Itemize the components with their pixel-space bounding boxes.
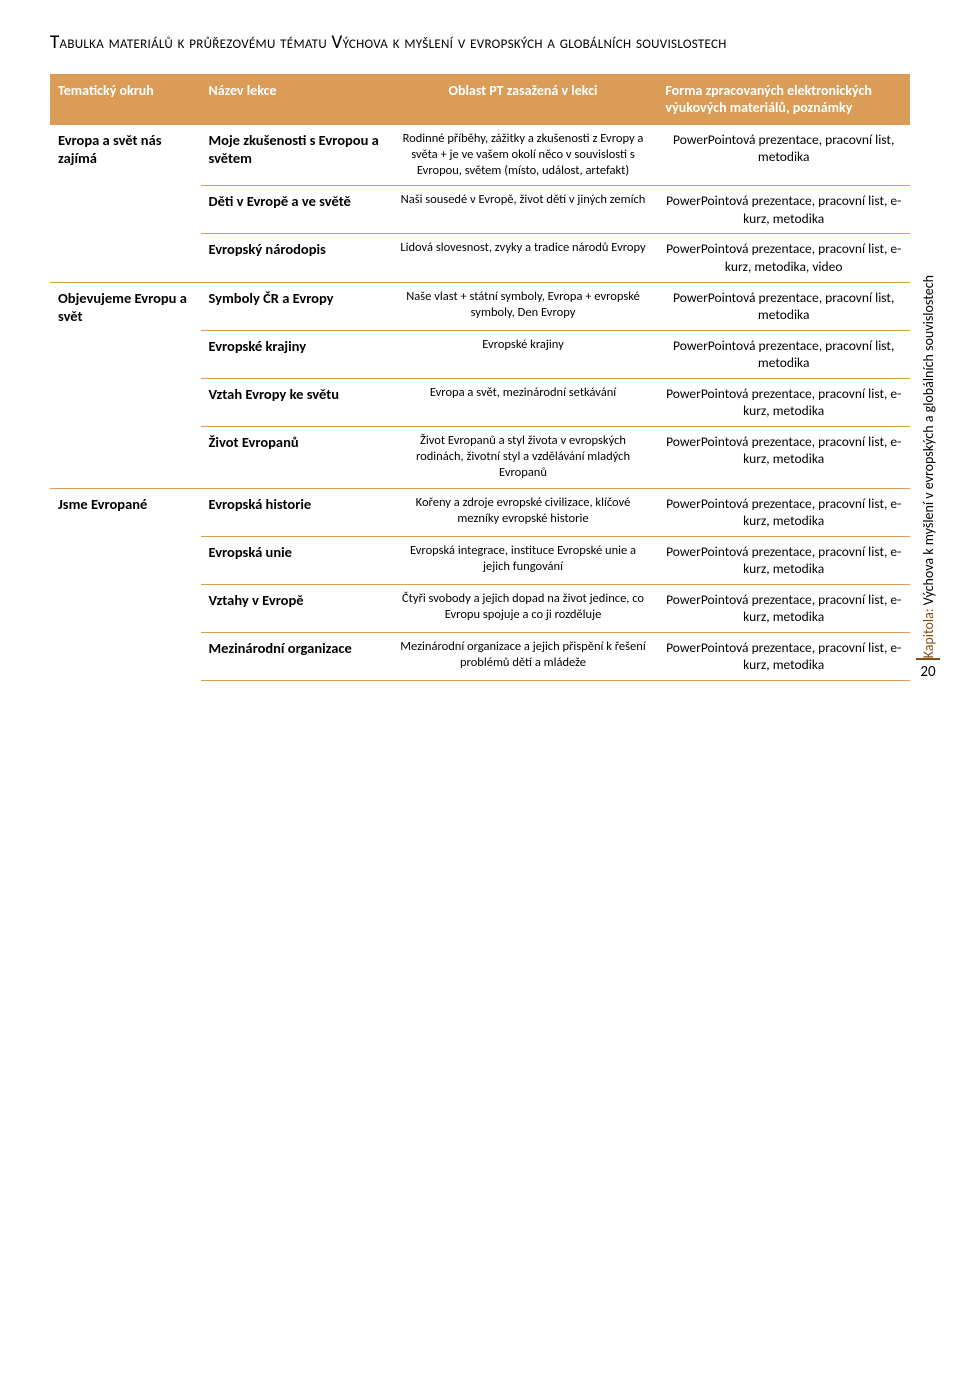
cell-okruh: Evropa a svět nás zajímá [50,125,201,282]
page-number: 20 [916,658,940,681]
cell-lekce: Evropské krajiny [201,330,389,378]
side-column: Kapitola: Výchova k myšlení v evropských… [914,0,942,701]
chapter-prefix: Kapitola: [920,608,937,658]
col-okruh: Tematický okruh [50,74,201,125]
cell-lekce: Symboly ČR a Evropy [201,282,389,330]
cell-okruh: Objevujeme Evropu a svět [50,282,201,488]
cell-oblast: Život Evropanů a styl života v evropskýc… [389,426,658,488]
cell-lekce: Mezinárodní organizace [201,632,389,680]
cell-oblast: Mezinárodní organizace a jejich přispění… [389,632,658,680]
cell-lekce: Evropský národopis [201,234,389,282]
chapter-label: Kapitola: Výchova k myšlení v evropských… [920,269,937,658]
cell-forma: PowerPointová prezentace, pracovní list,… [657,125,910,186]
cell-forma: PowerPointová prezentace, pracovní list,… [657,536,910,584]
table-row: Jsme EvropanéEvropská historieKořeny a z… [50,488,910,536]
cell-lekce: Děti v Evropě a ve světě [201,186,389,234]
table-row: Objevujeme Evropu a světSymboly ČR a Evr… [50,282,910,330]
chapter-text: Výchova k myšlení v evropských a globáln… [920,275,937,608]
cell-lekce: Evropská historie [201,488,389,536]
cell-forma: PowerPointová prezentace, pracovní list,… [657,426,910,488]
cell-oblast: Evropa a svět, mezinárodní setkávání [389,378,658,426]
cell-forma: PowerPointová prezentace, pracovní list,… [657,282,910,330]
cell-oblast: Čtyři svobody a jejich dopad na život je… [389,584,658,632]
cell-oblast: Evropské krajiny [389,330,658,378]
col-oblast: Oblast PT zasažená v lekci [389,74,658,125]
cell-lekce: Vztahy v Evropě [201,584,389,632]
cell-oblast: Evropská integrace, instituce Evropské u… [389,536,658,584]
cell-lekce: Evropská unie [201,536,389,584]
col-lekce: Název lekce [201,74,389,125]
header-row: Tematický okruh Název lekce Oblast PT za… [50,74,910,125]
cell-oblast: Kořeny a zdroje evropské civilizace, klí… [389,488,658,536]
cell-forma: PowerPointová prezentace, pracovní list,… [657,186,910,234]
cell-forma: PowerPointová prezentace, pracovní list,… [657,632,910,680]
col-forma: Forma zpracovaných elektronických výukov… [657,74,910,125]
cell-oblast: Rodinné příběhy, zážitky a zkušenosti z … [389,125,658,186]
page-heading: Tabulka materiálů k průřezovému tématu V… [50,30,910,56]
cell-forma: PowerPointová prezentace, pracovní list,… [657,584,910,632]
cell-lekce: Vztah Evropy ke světu [201,378,389,426]
cell-okruh: Jsme Evropané [50,488,201,680]
materials-table: Tematický okruh Název lekce Oblast PT za… [50,74,910,681]
cell-forma: PowerPointová prezentace, pracovní list,… [657,488,910,536]
cell-oblast: Naši sousedé v Evropě, život dětí v jiný… [389,186,658,234]
cell-forma: PowerPointová prezentace, pracovní list,… [657,330,910,378]
cell-forma: PowerPointová prezentace, pracovní list,… [657,234,910,282]
cell-oblast: Naše vlast + státní symboly, Evropa + ev… [389,282,658,330]
cell-lekce: Moje zkušenosti s Evropou a světem [201,125,389,186]
cell-forma: PowerPointová prezentace, pracovní list,… [657,378,910,426]
cell-oblast: Lidová slovesnost, zvyky a tradice národ… [389,234,658,282]
table-row: Evropa a svět nás zajímáMoje zkušenosti … [50,125,910,186]
cell-lekce: Život Evropanů [201,426,389,488]
